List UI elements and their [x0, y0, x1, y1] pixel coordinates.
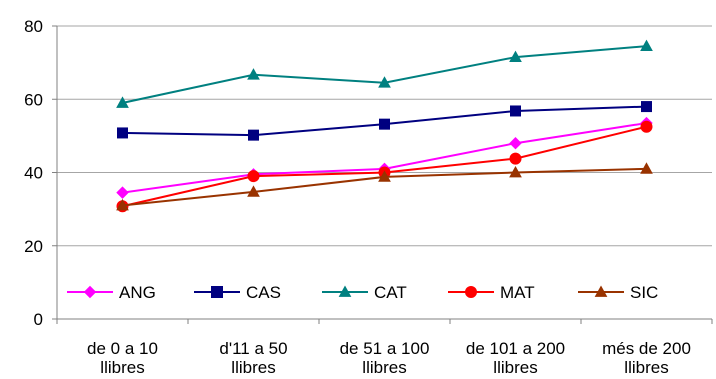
legend-marker — [83, 285, 97, 299]
axes: 0 20 40 60 80 de 0 a 10 llibres d'11 a 50 llibre… — [24, 17, 713, 377]
data-point — [116, 96, 129, 108]
x-tick-label: més de 200 llibres — [602, 339, 691, 377]
legend-item-mat: MAT — [448, 283, 535, 302]
data-point — [116, 198, 129, 211]
x-tick-label: de 51 a 100 llibres — [340, 339, 430, 377]
data-point — [378, 76, 391, 88]
legend-item-cat: CAT — [322, 283, 407, 302]
y-tick-label: 60 — [24, 90, 43, 109]
legend-item-sic: SIC — [578, 283, 658, 302]
y-tick-label: 0 — [34, 310, 43, 329]
legend-label: MAT — [500, 283, 535, 302]
data-point — [247, 68, 260, 80]
x-tick-label: d'11 a 50 llibres — [219, 339, 287, 377]
legend-marker — [594, 285, 608, 297]
grid-lines — [57, 25, 712, 247]
legend-label: CAT — [374, 283, 407, 302]
data-point — [379, 118, 390, 130]
data-point — [248, 129, 259, 141]
legend-marker — [465, 286, 477, 298]
legend-label: CAS — [246, 283, 281, 302]
series-sic — [116, 162, 653, 211]
data-point — [509, 50, 522, 63]
data-point — [510, 105, 521, 117]
series-group — [116, 39, 653, 213]
legend-item-ang: ANG — [67, 283, 156, 302]
data-point — [640, 120, 653, 133]
series-cas — [117, 101, 652, 141]
data-point — [509, 165, 522, 178]
legend-item-cas: CAS — [194, 283, 281, 302]
data-point — [247, 185, 260, 197]
y-tick-label: 20 — [24, 237, 43, 256]
legend-label: ANG — [119, 283, 156, 302]
data-point — [247, 170, 260, 183]
data-point — [116, 186, 129, 199]
y-tick-label: 40 — [24, 164, 43, 183]
series-cat — [116, 39, 653, 108]
x-tick-label: de 101 a 200 llibres — [466, 339, 565, 377]
legend-label: SIC — [630, 283, 658, 302]
y-tick-label: 80 — [24, 17, 43, 36]
data-point — [117, 127, 128, 139]
legend: ANG CAS CAT MAT SIC — [67, 283, 658, 302]
series-line — [122, 45, 647, 104]
x-tick-label: de 0 a 10 llibres — [87, 339, 158, 377]
legend-marker — [338, 285, 352, 297]
data-point — [640, 162, 653, 174]
legend-marker — [211, 286, 223, 298]
data-point — [509, 152, 522, 165]
data-point — [640, 39, 653, 52]
data-point — [641, 101, 652, 113]
data-point — [509, 136, 522, 150]
data-point — [378, 170, 391, 182]
